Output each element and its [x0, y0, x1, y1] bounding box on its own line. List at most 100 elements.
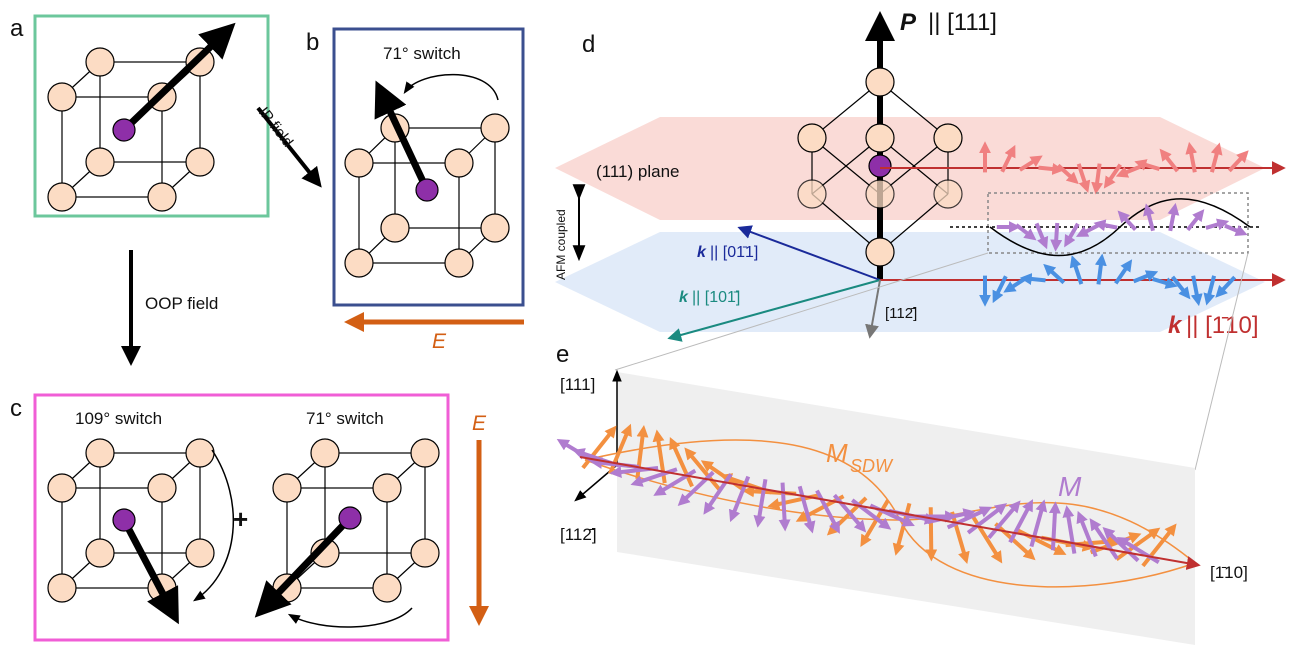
- atoms-d: [797, 67, 963, 267]
- m-arrow: [832, 493, 867, 533]
- panel-a-letter: a: [10, 15, 24, 42]
- k1-label: || [01̄1]: [710, 244, 758, 261]
- polarization-arrow-c2: [254, 515, 353, 618]
- panel-c: c 109° switch 71° switch +: [10, 393, 489, 642]
- blue-spin-arrow: [1170, 275, 1191, 300]
- blue-spin-arrow: [1203, 275, 1217, 306]
- msdw-arrow: [581, 425, 617, 470]
- blue-spin-arrow: [1069, 255, 1084, 285]
- m-arrow: [677, 470, 715, 506]
- axis-112-label: [112̄]: [560, 525, 597, 544]
- blue-spin-arrow: [1114, 259, 1133, 285]
- panel-d: d (111) plane AFM coupled P || [111]: [554, 9, 1286, 471]
- m-label: M: [1058, 471, 1082, 502]
- msdw-arrow: [994, 522, 1036, 561]
- rotation-arc-c1: [193, 449, 235, 602]
- purple-spin-arrow-d: [1015, 223, 1037, 241]
- oop-field-label: OOP field: [145, 294, 218, 313]
- red-spin-arrow: [1185, 141, 1198, 173]
- k3-label: || [1̄10]: [1186, 312, 1259, 339]
- m-arrow: [797, 485, 816, 534]
- e-field-label-c: E: [472, 412, 487, 435]
- rhombo-cell: [811, 81, 949, 253]
- m-arrow: [1029, 499, 1048, 548]
- msdw-arrow: [860, 499, 890, 547]
- k-vector-101: [667, 279, 881, 342]
- rotation-arc-c2: [287, 607, 413, 628]
- center-atom-a: [112, 118, 136, 142]
- purple-spin-arrow-d: [1093, 219, 1118, 232]
- polarization-arrow-a: [121, 22, 236, 133]
- blue-spin-arrow: [992, 275, 1008, 304]
- m-arrow: [987, 500, 1021, 540]
- rotation-arc-b: [403, 73, 499, 101]
- m-arrow: [703, 473, 733, 515]
- polarization-label-rest: || [111]: [928, 9, 997, 36]
- purple-spin-arrow-d: [1205, 218, 1230, 231]
- panel-d-letter: d: [582, 31, 595, 58]
- zoom-line-left: [614, 252, 989, 371]
- dir-112-label: [112̄]: [885, 305, 917, 322]
- blue-spin-arrows: [979, 253, 1237, 307]
- m-arrow: [728, 475, 751, 523]
- panel-b-frame: [332, 27, 525, 307]
- msdw-subscript: SDW: [850, 456, 894, 476]
- m-arrow: [1008, 499, 1033, 544]
- zoom-line-right: [1194, 252, 1249, 471]
- purple-spin-arrow-d: [1224, 223, 1248, 237]
- zoom-sdw-curve: [989, 198, 1251, 257]
- panel-a-frame: [33, 14, 270, 218]
- blue-spin-arrow: [1215, 275, 1237, 298]
- polarization-arrow-c1: [120, 518, 179, 625]
- m-arrow: [1076, 510, 1098, 558]
- center-atom-c2: [338, 506, 362, 530]
- panel-b: b 71° switch E: [306, 27, 525, 353]
- purple-spin-arrow-d: [1186, 209, 1205, 232]
- m-arrow: [753, 479, 768, 528]
- axis-110: [579, 456, 1201, 570]
- red-spin-arrow: [1000, 144, 1016, 173]
- panel-c-frame: [33, 393, 450, 642]
- e-field-label-b: E: [432, 330, 447, 353]
- red-spin-arrow: [1159, 148, 1180, 173]
- red-spin-arrow: [1091, 163, 1104, 195]
- atoms-c2: [272, 438, 440, 603]
- msdw-arrow: [892, 502, 912, 556]
- m-arrow: [815, 489, 840, 534]
- m-arrow: [1116, 536, 1160, 564]
- msdw-arrow: [1115, 527, 1161, 562]
- panel-c-switch2-label: 71° switch: [306, 409, 384, 428]
- panel-e: e [111] [112̄] [1̄10] M SDW M: [556, 341, 1248, 645]
- blue-spin-arrow: [1094, 253, 1107, 285]
- axis-111-label: [111]: [560, 375, 595, 394]
- k2-label: || [101̄]: [692, 289, 740, 306]
- m-arrows: [556, 438, 1160, 564]
- blue-spin-arrow: [1019, 273, 1046, 285]
- purple-spin-arrows-d: [996, 202, 1248, 252]
- axis-110-label: [1̄10]: [1210, 563, 1248, 582]
- center-atom-c1: [112, 508, 136, 532]
- m-arrow: [653, 468, 697, 496]
- panel-e-letter: e: [556, 341, 569, 368]
- ip-field-arrow: IP field: [255, 104, 322, 188]
- m-arrow: [778, 482, 791, 532]
- blue-spin-arrow: [1132, 270, 1159, 284]
- blue-spin-arrow: [1152, 277, 1178, 289]
- blue-spin-arrow: [1190, 275, 1203, 307]
- purple-spin-arrow-d: [1034, 222, 1049, 250]
- panel-b-switch-label: 71° switch: [383, 44, 461, 63]
- dir-112-arrow: [865, 279, 881, 339]
- polarization-arrow-b: [374, 80, 431, 192]
- center-atom-b: [415, 178, 439, 202]
- red-spin-arrow: [1038, 163, 1065, 176]
- ip-field-label: IP field: [255, 104, 296, 150]
- red-spin-arrow: [1227, 150, 1249, 173]
- msdw-arrow: [1141, 523, 1177, 568]
- panel-c-switch1-label: 109° switch: [75, 409, 162, 428]
- msdw-label: M: [826, 438, 848, 468]
- panel-a: a: [10, 14, 270, 218]
- plus-sign: +: [233, 504, 248, 534]
- panel-c-letter: c: [10, 395, 22, 422]
- oop-field-arrow: OOP field: [121, 250, 218, 366]
